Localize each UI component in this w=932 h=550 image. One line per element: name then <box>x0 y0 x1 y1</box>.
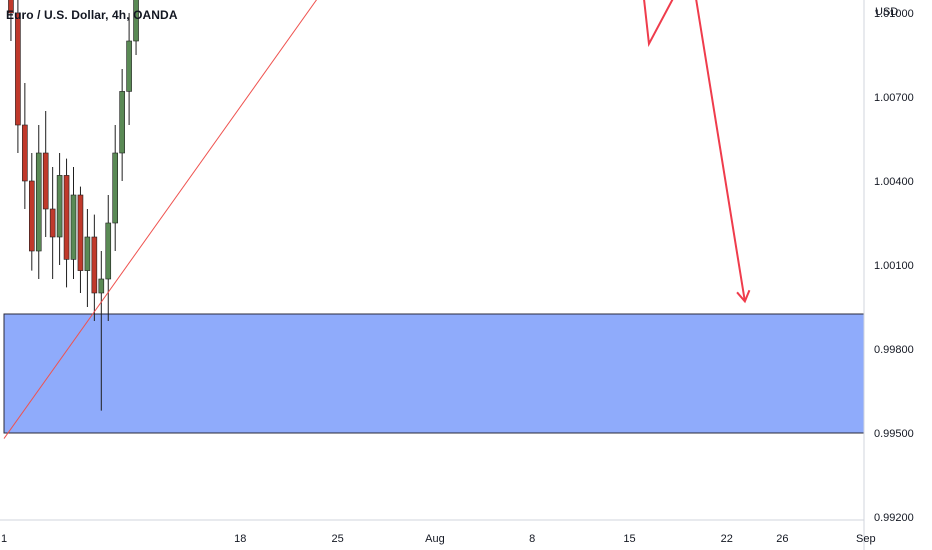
candle-up <box>71 195 76 259</box>
x-tick-label: 22 <box>721 533 733 545</box>
candle-down <box>29 181 34 251</box>
candle-down <box>50 209 55 237</box>
projection-path[interactable] <box>591 0 745 301</box>
candle-down <box>78 195 83 271</box>
x-tick-label: Aug <box>425 533 445 545</box>
candle-down <box>22 125 27 181</box>
y-tick-label: 1.00700 <box>874 92 914 104</box>
candle-up <box>113 153 118 223</box>
x-tick-label: 15 <box>623 533 635 545</box>
x-tick-label: 8 <box>529 533 535 545</box>
chart-title: Euro / U.S. Dollar, 4h, OANDA <box>6 8 178 22</box>
zones-layer <box>4 0 864 433</box>
candle-up <box>127 41 132 91</box>
x-tick-label: Sep <box>856 533 876 545</box>
candle-down <box>15 13 20 125</box>
candle-up <box>120 91 125 153</box>
candle-down <box>43 153 48 209</box>
candle-up <box>99 279 104 293</box>
projection-layer <box>591 0 750 301</box>
y-tick-label: 1.00400 <box>874 176 914 188</box>
candle-down <box>92 237 97 293</box>
x-tick-label: 25 <box>331 533 343 545</box>
currency-label: USD <box>875 6 898 18</box>
zone-demand-lower[interactable] <box>4 314 864 433</box>
candle-up <box>85 237 90 271</box>
y-tick-label: 0.99500 <box>874 428 914 440</box>
candle-up <box>106 223 111 279</box>
y-tick-label: 0.99800 <box>874 344 914 356</box>
x-tick-label: 1 <box>1 533 7 545</box>
candle-up <box>36 153 41 251</box>
candle-down <box>64 175 69 259</box>
candle-up <box>57 175 62 237</box>
x-tick-label: 18 <box>234 533 246 545</box>
y-tick-label: 0.99200 <box>874 512 914 524</box>
y-tick-label: 1.00100 <box>874 260 914 272</box>
x-tick-label: 26 <box>776 533 788 545</box>
